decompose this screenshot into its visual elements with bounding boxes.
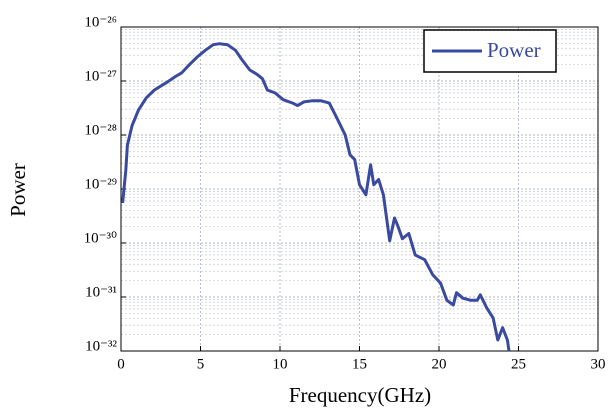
y-tick-label: 10⁻²⁸ [84,122,117,138]
plot-frame [120,26,599,352]
x-tick-label: 15 [352,356,367,372]
x-tick-label: 5 [197,356,205,372]
y-tick-label: 10⁻³¹ [85,284,117,300]
y-tick-label: 10⁻³² [85,338,117,354]
y-axis-label: Power [6,163,30,217]
y-tick-label: 10⁻²⁶ [84,14,117,30]
y-tick-label: 10⁻³⁰ [84,230,117,246]
x-tick-label: 10 [273,356,288,372]
data-line [121,42,511,352]
x-axis-label: Frequency(GHz) [289,383,431,407]
x-tick-label: 25 [511,356,526,372]
y-tick-label: 10⁻²⁷ [84,68,117,84]
x-tick-label: 20 [432,356,447,372]
x-tick-label: 30 [591,356,606,372]
legend-label: Power [487,38,541,62]
y-tick-label: 10⁻²⁹ [84,176,117,192]
x-tick-label: 0 [117,356,125,372]
